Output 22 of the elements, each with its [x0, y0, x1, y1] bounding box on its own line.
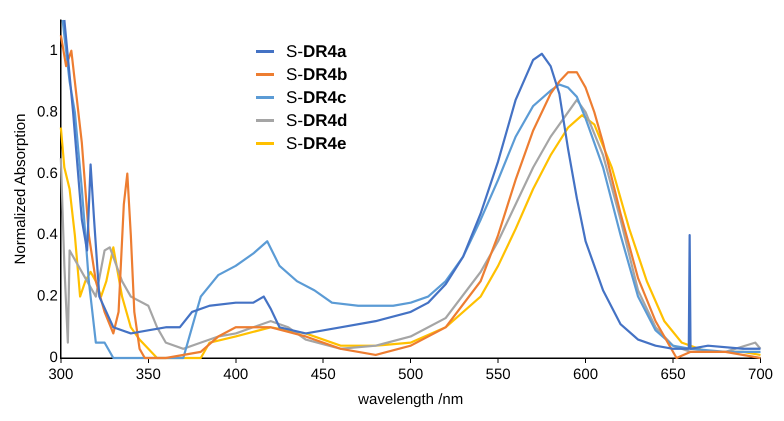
x-tick-label: 300: [48, 366, 74, 384]
x-tick-label: 500: [398, 366, 424, 384]
legend-label: S-DR4d: [286, 110, 348, 132]
x-tick-label: 700: [748, 366, 773, 384]
x-tick-label: 550: [486, 366, 511, 384]
x-axis-title: wavelength /nm: [357, 391, 464, 408]
legend-label: S-DR4c: [286, 87, 346, 109]
x-tick-label: 400: [223, 366, 248, 384]
legend-label: S-DR4b: [286, 64, 348, 86]
legend-label: S-DR4a: [286, 41, 346, 63]
y-tick-label: 1: [50, 42, 58, 59]
x-tick-label: 450: [310, 366, 336, 384]
y-tick-label: 0.6: [36, 164, 58, 182]
x-tick-label: 650: [660, 366, 686, 384]
y-axis-title: Normalized Absorption: [12, 114, 30, 264]
y-tick-label: 0.8: [36, 103, 58, 120]
y-tick-label: 0.2: [36, 288, 58, 305]
legend-label: S-DR4e: [286, 133, 346, 155]
x-tick-label: 600: [573, 366, 598, 384]
x-tick-label: 350: [136, 366, 161, 384]
y-tick-label: 0: [50, 349, 58, 366]
y-tick-label: 0.4: [36, 226, 58, 244]
